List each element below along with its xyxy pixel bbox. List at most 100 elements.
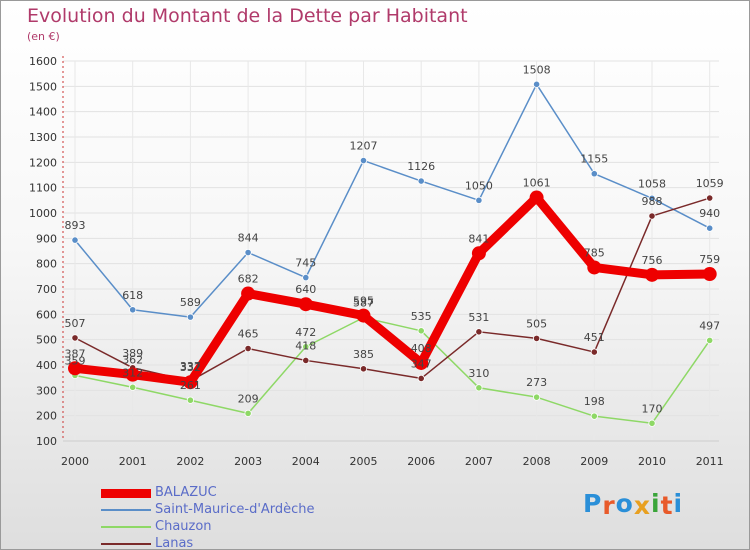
legend-label: Chauzon [155,519,212,534]
x-tick-label: 2006 [407,455,435,468]
data-point-0 [298,297,313,312]
y-tick-label: 1000 [29,207,57,220]
x-tick-label: 2005 [350,455,378,468]
legend-label: Saint-Maurice-d'Ardèche [155,502,315,517]
data-label-2: 535 [411,310,432,323]
data-label-0: 759 [699,253,720,266]
legend-item: Chauzon [101,519,421,536]
data-label-1: 618 [122,289,143,302]
data-point-3 [71,334,79,342]
legend-swatch [101,543,151,545]
data-point-0 [471,246,486,261]
x-tick-label: 2003 [234,455,262,468]
data-label-3: 1059 [696,177,724,190]
legend-swatch [101,526,151,528]
data-label-2: 261 [180,379,201,392]
data-point-0 [241,286,256,301]
data-label-3: 531 [468,311,489,324]
data-point-0 [702,267,717,282]
data-label-3: 507 [65,317,86,330]
data-label-1: 1050 [465,179,493,192]
data-label-1: 745 [295,257,316,270]
y-tick-label: 1400 [29,106,57,119]
y-tick-label: 100 [36,435,57,448]
data-point-0 [414,355,429,370]
data-point-1 [475,196,483,204]
data-point-3 [590,348,598,356]
data-label-2: 198 [584,395,605,408]
data-point-1 [244,248,252,257]
data-point-1 [302,273,310,282]
data-point-2 [186,396,194,404]
data-point-2 [244,409,252,417]
data-label-2: 310 [468,367,489,380]
y-tick-label: 700 [36,283,57,296]
legend-item: Lanas [101,536,421,549]
series-line-1 [74,83,711,318]
data-label-1: 1058 [638,177,666,190]
proxiti-logo: Proxiti [583,489,684,520]
x-tick-label: 2001 [119,455,147,468]
data-label-2: 587 [353,297,374,310]
x-tick-label: 2002 [176,455,204,468]
data-label-0: 785 [584,246,605,259]
data-point-3 [244,344,252,353]
data-label-3: 465 [238,328,259,341]
y-tick-label: 1600 [29,55,57,68]
data-point-1 [186,313,194,321]
y-tick-label: 600 [36,308,57,321]
axes: 100 200 300 400 500 600 700 800 900 1000 1100 1200 1… [29,55,724,468]
data-point-3 [706,194,714,202]
data-point-1 [648,194,656,202]
series-lines [68,80,717,427]
data-point-3 [475,328,483,336]
data-label-3: 347 [411,357,432,370]
legend: BALAZUC Saint-Maurice-d'Ardèche Chauzon Lan… [101,485,421,549]
data-label-1: 940 [699,207,720,220]
data-point-0 [587,260,602,275]
data-label-3: 337 [180,360,201,373]
data-label-1: 844 [238,232,259,245]
data-label-3: 389 [122,347,143,360]
data-point-1 [417,177,425,185]
data-label-0: 640 [295,283,316,296]
data-label-1: 893 [65,219,86,232]
y-tick-label: 300 [36,384,57,397]
data-label-1: 1207 [350,140,378,153]
legend-label: BALAZUC [155,485,217,500]
data-point-2 [706,336,714,345]
data-point-2 [417,327,425,335]
data-point-0 [356,308,371,323]
data-label-1: 589 [180,296,201,309]
series-line-3 [74,197,711,382]
chart-title: Evolution du Montant de la Dette par Hab… [27,5,468,27]
data-point-3 [417,374,425,383]
data-point-3 [648,212,656,220]
data-label-0: 387 [65,347,86,360]
data-label-0: 595 [353,295,374,308]
legend-swatch [101,509,151,511]
x-tick-label: 2009 [580,455,608,468]
y-tick-label: 1300 [29,131,57,144]
data-point-2 [648,419,656,427]
x-tick-label: 2010 [638,455,666,468]
legend-item: BALAZUC [101,485,421,502]
data-point-1 [359,156,368,165]
data-label-2: 359 [65,354,86,367]
y-tick-label: 1200 [29,156,57,169]
legend-swatch [101,488,151,498]
data-label-2: 497 [699,319,720,332]
data-point-3 [302,356,310,365]
y-tick-label: 800 [36,258,57,271]
data-point-2 [590,412,598,420]
gridlines [63,60,719,442]
x-tick-label: 2007 [465,455,493,468]
data-point-2 [129,383,137,391]
data-point-0 [68,361,82,376]
data-point-3 [532,334,541,342]
y-tick-label: 900 [36,232,57,245]
data-point-0 [125,367,140,382]
data-point-3 [359,365,368,373]
data-point-1 [71,236,79,244]
